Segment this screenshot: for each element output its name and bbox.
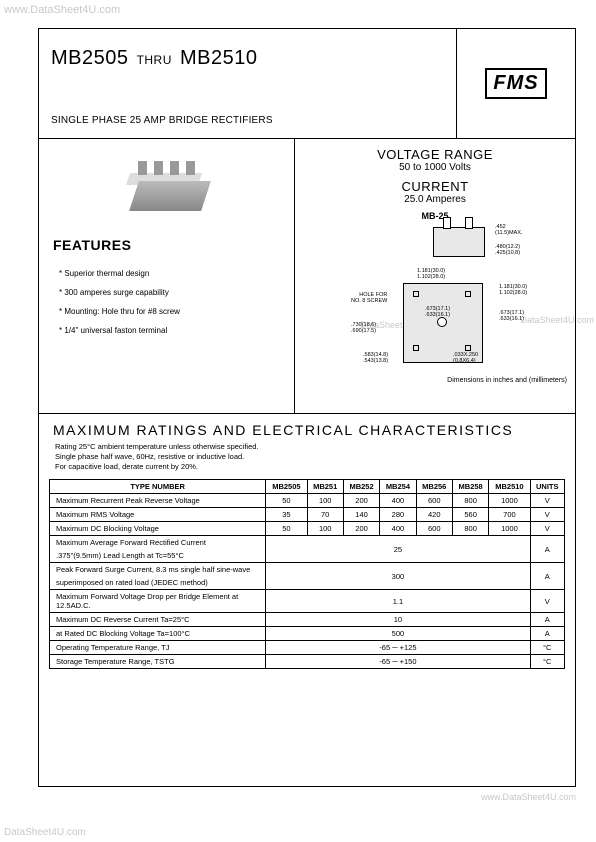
title: MB2505 THRU MB2510 [51, 47, 446, 70]
table-header-cell: MB251 [307, 480, 343, 494]
voltage-range-title: VOLTAGE RANGE [303, 147, 567, 162]
package-image [114, 153, 224, 223]
dim-d6: .673(17.1) .633(16.1) [499, 311, 524, 322]
page-frame: MB2505 THRU MB2510 SINGLE PHASE 25 AMP B… [38, 28, 576, 787]
dim-d5: 1.181(30.0) 1.102(28.0) [499, 285, 527, 296]
watermark-bottom-right: www.DataSheet4U.com [481, 792, 576, 802]
table-row: Maximum Average Forward Rectified Curren… [50, 536, 565, 550]
feature-item: * 1/4" universal faston terminal [59, 326, 284, 335]
dim-d4: .673(17.1) .633(16.1) [425, 307, 450, 318]
dim-d7: .730(18.6) .690(17.5) [351, 323, 376, 334]
ratings-table: TYPE NUMBERMB2505MB251MB252MB254MB256MB2… [49, 479, 565, 669]
ratings-heading: MAXIMUM RATINGS AND ELECTRICAL CHARACTER… [39, 414, 575, 440]
features-list: * Superior thermal design * 300 amperes s… [53, 269, 284, 335]
watermark-bottom-left: DataSheet4U.com [4, 827, 86, 838]
table-header-cell: MB2510 [489, 480, 530, 494]
table-row: Maximum Recurrent Peak Reverse Voltage50… [50, 494, 565, 508]
header-row: MB2505 THRU MB2510 SINGLE PHASE 25 AMP B… [39, 29, 575, 139]
table-row: at Rated DC Blocking Voltage Ta=100°C500… [50, 627, 565, 641]
table-row: Storage Temperature Range, TSTG-65 ─ +15… [50, 655, 565, 669]
ratings-note: Rating 25°C ambient temperature unless o… [39, 440, 575, 479]
table-body: Maximum Recurrent Peak Reverse Voltage50… [50, 494, 565, 669]
table-row: Maximum Forward Voltage Drop per Bridge … [50, 590, 565, 613]
table-row: Peak Forward Surge Current, 8.3 ms singl… [50, 563, 565, 577]
part-to: MB2510 [180, 47, 258, 69]
header-left: MB2505 THRU MB2510 SINGLE PHASE 25 AMP B… [39, 29, 457, 138]
part-from: MB2505 [51, 47, 129, 69]
dim-d9: .033X.250 (0.8X6.4) [453, 353, 478, 364]
dim-d8: .583(14.8) .543(13.8) [363, 353, 388, 364]
feature-item: * Mounting: Hole thru for #8 screw [59, 307, 284, 316]
table-header-cell: MB254 [380, 480, 416, 494]
current-value: 25.0 Amperes [303, 194, 567, 205]
dimension-note: Dimensions in inches and (millimeters) [303, 377, 567, 384]
package-label: MB-25 [303, 211, 567, 221]
table-row: Maximum RMS Voltage3570140280420560700V [50, 508, 565, 522]
hole-note: HOLE FOR NO. 8 SCREW [351, 293, 387, 304]
dim-d3: 1.181(30.0) 1.102(28.0) [417, 269, 445, 280]
dim-d1: .452 (11.5)MAX. [495, 225, 522, 236]
table-header-cell: MB2505 [266, 480, 307, 494]
feature-item: * 300 amperes surge capability [59, 288, 284, 297]
table-header-cell: TYPE NUMBER [50, 480, 266, 494]
voltage-range-value: 50 to 1000 Volts [303, 162, 567, 173]
table-row: Maximum DC Reverse Current Ta=25°C10A [50, 613, 565, 627]
features-heading: FEATURES [53, 237, 284, 253]
table-header-cell: UNITS [530, 480, 564, 494]
current-title: CURRENT [303, 179, 567, 194]
mid-row: FEATURES * Superior thermal design * 300 … [39, 139, 575, 414]
feature-item: * Superior thermal design [59, 269, 284, 278]
header-right: FMS [457, 29, 575, 138]
table-row: Maximum DC Blocking Voltage5010020040060… [50, 522, 565, 536]
thru-text: THRU [137, 53, 172, 67]
features-panel: FEATURES * Superior thermal design * 300 … [39, 139, 295, 413]
dim-d2: .480(12.2) .425(10.8) [495, 245, 520, 256]
logo: FMS [485, 68, 546, 99]
table-header-row: TYPE NUMBERMB2505MB251MB252MB254MB256MB2… [50, 480, 565, 494]
table-header-cell: MB256 [416, 480, 452, 494]
dimension-diagram: .452 (11.5)MAX. .480(12.2) .425(10.8) 1.… [303, 223, 567, 373]
table-header-cell: MB252 [343, 480, 379, 494]
table-row: Operating Temperature Range, TJ-65 ─ +12… [50, 641, 565, 655]
subtitle: SINGLE PHASE 25 AMP BRIDGE RECTIFIERS [51, 115, 446, 126]
spec-panel: VOLTAGE RANGE 50 to 1000 Volts CURRENT 2… [295, 139, 575, 413]
watermark-top: www.DataSheet4U.com [4, 4, 120, 16]
table-header-cell: MB258 [452, 480, 488, 494]
